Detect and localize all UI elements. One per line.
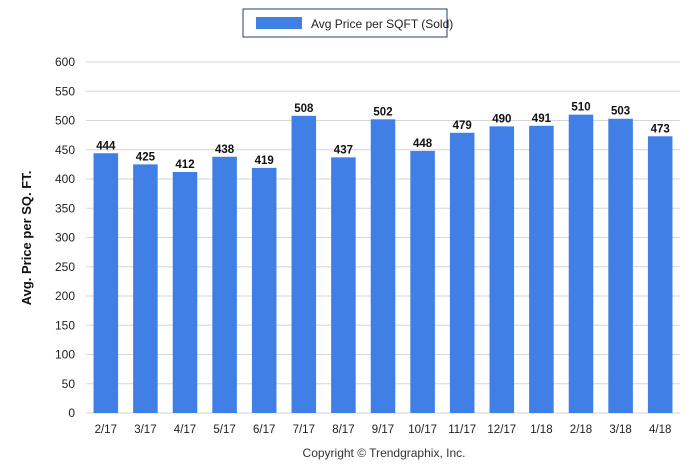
x-tick-label: 3/17 — [134, 424, 156, 436]
copyright-footer: Copyright © Trendgraphix, Inc. — [303, 446, 466, 460]
legend-label: Avg Price per SQFT (Sold) — [311, 17, 453, 31]
legend-swatch — [256, 17, 302, 29]
data-label: 437 — [334, 144, 353, 156]
x-tick-label: 1/18 — [530, 424, 552, 436]
y-tick-label: 200 — [55, 289, 75, 303]
data-label: 448 — [413, 138, 433, 150]
x-tick-label: 4/18 — [649, 424, 671, 436]
data-label: 490 — [492, 113, 511, 125]
data-label: 444 — [96, 140, 116, 152]
x-tick-label: 4/17 — [174, 424, 196, 436]
y-axis-ticks: 0 50 100 150 200 250 300 350 400 450 500 550 600 — [55, 55, 75, 420]
bar-series — [93, 114, 673, 414]
bar — [568, 114, 594, 414]
y-tick-label: 350 — [55, 201, 75, 215]
bar — [251, 167, 277, 413]
bar — [608, 118, 633, 414]
y-tick-label: 500 — [55, 114, 75, 128]
bar — [410, 150, 435, 414]
data-label: 412 — [175, 159, 194, 171]
data-label: 419 — [255, 155, 274, 167]
data-label: 510 — [571, 102, 590, 114]
x-tick-label: 2/17 — [95, 424, 117, 436]
x-tick-label: 2/18 — [570, 424, 592, 436]
y-tick-label: 0 — [68, 406, 75, 420]
bar — [133, 164, 158, 413]
data-label: 438 — [215, 144, 235, 156]
data-label: 479 — [453, 120, 472, 132]
y-tick-label: 100 — [55, 348, 75, 362]
bar — [331, 157, 356, 413]
x-tick-label: 3/18 — [609, 424, 631, 436]
x-tick-label: 7/17 — [293, 424, 315, 436]
chart-legend: Avg Price per SQFT (Sold) — [242, 8, 453, 38]
y-tick-label: 550 — [55, 84, 75, 98]
bar — [489, 126, 515, 413]
bar — [172, 171, 198, 413]
x-tick-label: 6/17 — [253, 424, 275, 436]
x-tick-label: 5/17 — [213, 424, 235, 436]
y-tick-label: 450 — [55, 143, 75, 157]
data-labels: 444 425 412 438 419 508 437 502 448 479 490 491 510 5… — [96, 102, 670, 171]
data-label: 503 — [611, 106, 630, 118]
y-tick-label: 600 — [55, 55, 75, 69]
y-axis-title: Avg. Price per SQ. FT. — [19, 171, 34, 306]
y-tick-label: 400 — [55, 172, 75, 186]
data-label: 473 — [651, 123, 670, 135]
y-tick-label: 250 — [55, 260, 75, 274]
x-tick-label: 10/17 — [408, 424, 437, 436]
x-tick-label: 12/17 — [487, 424, 516, 436]
x-tick-label: 8/17 — [332, 424, 354, 436]
data-label: 425 — [136, 151, 156, 163]
bar — [647, 136, 673, 414]
bar — [291, 115, 317, 413]
bar — [212, 156, 237, 413]
x-axis-ticks: 2/17 3/17 4/17 5/17 6/17 7/17 8/17 9/17 10/17 11/… — [95, 424, 672, 436]
bar — [449, 132, 475, 413]
data-label: 502 — [373, 106, 392, 118]
bar — [93, 153, 119, 413]
data-label: 491 — [532, 113, 552, 125]
y-tick-label: 300 — [55, 231, 75, 245]
x-tick-label: 9/17 — [372, 424, 394, 436]
x-tick-label: 11/17 — [448, 424, 476, 436]
y-tick-label: 50 — [62, 377, 76, 391]
data-label: 508 — [294, 103, 314, 115]
bar — [370, 119, 396, 413]
bar — [529, 125, 554, 413]
y-tick-label: 150 — [55, 318, 75, 332]
